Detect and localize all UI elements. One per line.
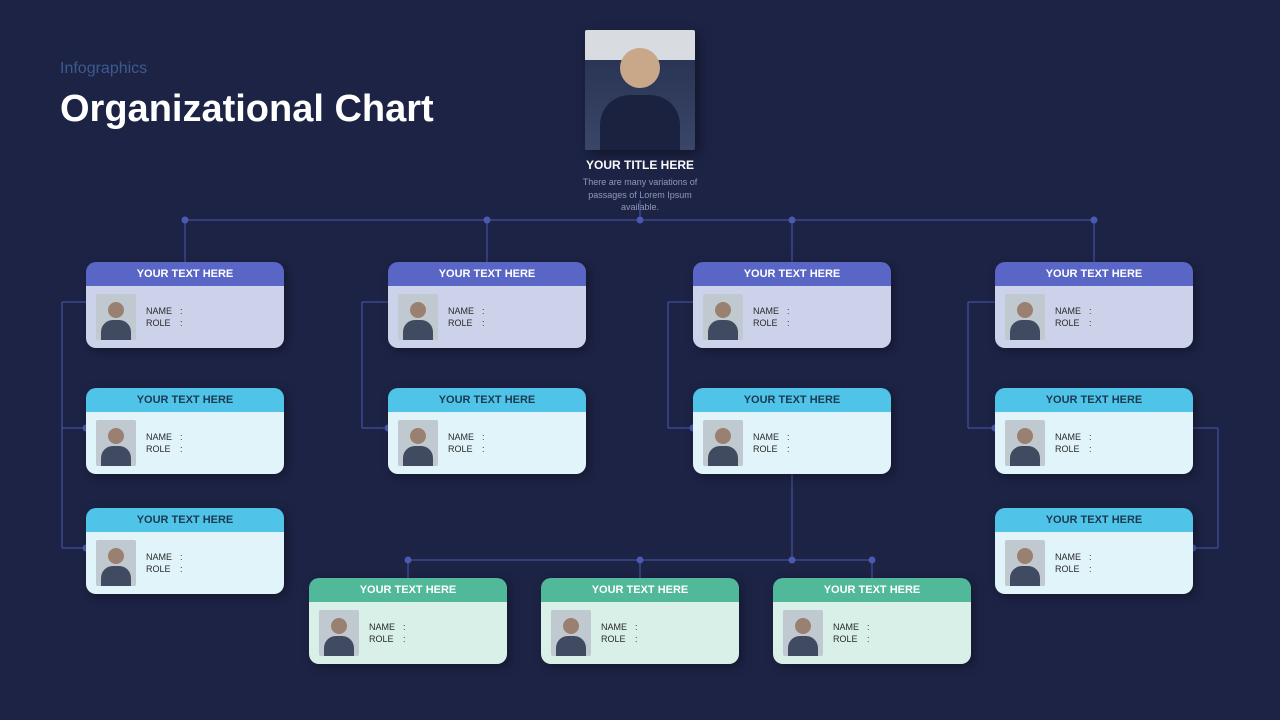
avatar: [703, 420, 743, 466]
card-header: YOUR TEXT HERE: [693, 262, 891, 286]
root-photo: [585, 30, 695, 150]
card-header: YOUR TEXT HERE: [388, 388, 586, 412]
card-tier3-1: YOUR TEXT HERE NAME:ROLE:: [541, 578, 739, 664]
card-tier2b-0: YOUR TEXT HERE NAME:ROLE:: [86, 508, 284, 594]
card-body: NAME:ROLE:: [388, 286, 586, 348]
card-body: NAME: ROLE:: [86, 286, 284, 348]
avatar: [96, 420, 136, 466]
card-fields: NAME: ROLE:: [146, 304, 188, 330]
avatar: [1005, 540, 1045, 586]
page-subtitle: Infographics: [60, 60, 147, 78]
card-tier3-0: YOUR TEXT HERE NAME:ROLE:: [309, 578, 507, 664]
card-tier2-2: YOUR TEXT HERE NAME:ROLE:: [693, 388, 891, 474]
card-tier1-0: YOUR TEXT HERE NAME: ROLE:: [86, 262, 284, 348]
avatar: [319, 610, 359, 656]
card-header: YOUR TEXT HERE: [995, 262, 1193, 286]
root-node: YOUR TITLE HERE There are many variation…: [575, 30, 705, 214]
avatar: [96, 540, 136, 586]
card-tier1-2: YOUR TEXT HERE NAME:ROLE:: [693, 262, 891, 348]
card-tier2-1: YOUR TEXT HERE NAME:ROLE:: [388, 388, 586, 474]
avatar: [398, 420, 438, 466]
root-title: YOUR TITLE HERE: [575, 158, 705, 172]
avatar: [783, 610, 823, 656]
avatar: [1005, 294, 1045, 340]
card-header: YOUR TEXT HERE: [86, 388, 284, 412]
card-tier1-1: YOUR TEXT HERE NAME:ROLE:: [388, 262, 586, 348]
card-header: YOUR TEXT HERE: [693, 388, 891, 412]
page-title: Organizational Chart: [60, 88, 434, 131]
card-header: YOUR TEXT HERE: [995, 388, 1193, 412]
card-header: YOUR TEXT HERE: [541, 578, 739, 602]
avatar: [96, 294, 136, 340]
card-header: YOUR TEXT HERE: [86, 508, 284, 532]
card-tier2-0: YOUR TEXT HERE NAME:ROLE:: [86, 388, 284, 474]
root-description: There are many variations of passages of…: [575, 176, 705, 214]
avatar: [703, 294, 743, 340]
card-tier2-3: YOUR TEXT HERE NAME:ROLE:: [995, 388, 1193, 474]
card-header: YOUR TEXT HERE: [995, 508, 1193, 532]
card-header: YOUR TEXT HERE: [86, 262, 284, 286]
avatar: [551, 610, 591, 656]
card-header: YOUR TEXT HERE: [388, 262, 586, 286]
card-tier1-3: YOUR TEXT HERE NAME:ROLE:: [995, 262, 1193, 348]
avatar: [398, 294, 438, 340]
avatar: [1005, 420, 1045, 466]
card-tier2b-1: YOUR TEXT HERE NAME:ROLE:: [995, 508, 1193, 594]
card-header: YOUR TEXT HERE: [773, 578, 971, 602]
card-header: YOUR TEXT HERE: [309, 578, 507, 602]
card-tier3-2: YOUR TEXT HERE NAME:ROLE:: [773, 578, 971, 664]
